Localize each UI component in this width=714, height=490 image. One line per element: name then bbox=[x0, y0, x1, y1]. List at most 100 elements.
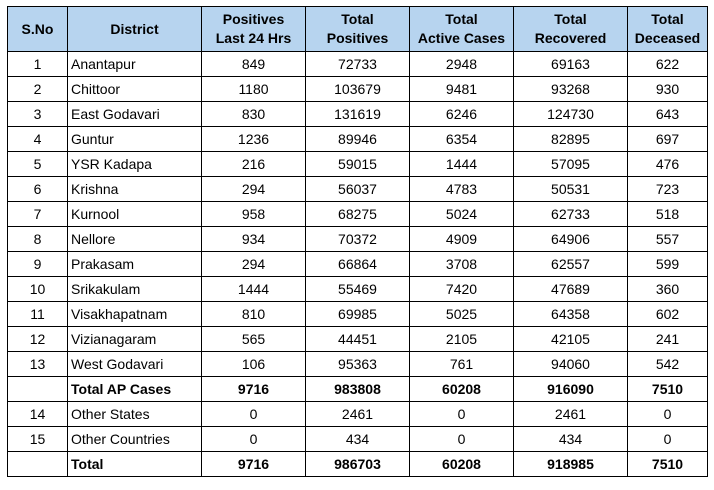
total-positives-cell: 89946 bbox=[305, 126, 410, 152]
active-cases-cell: 761 bbox=[409, 351, 514, 377]
total-positives-cell: 68275 bbox=[305, 201, 410, 227]
table-row: 3 East Godavari 830 131619 6246 124730 643 bbox=[7, 101, 708, 127]
positives-24h-cell: 294 bbox=[201, 251, 306, 277]
header-active-cases: Total Active Cases bbox=[409, 6, 514, 52]
table-row: 2 Chittoor 1180 103679 9481 93268 930 bbox=[7, 76, 708, 102]
table-row: 10 Srikakulam 1444 55469 7420 47689 360 bbox=[7, 276, 708, 302]
recovered-cell: 93268 bbox=[513, 76, 628, 102]
recovered-cell: 2461 bbox=[513, 401, 628, 427]
header-district: District bbox=[67, 6, 202, 52]
district-cell: West Godavari bbox=[67, 351, 202, 377]
district-cell: Total AP Cases bbox=[67, 376, 202, 402]
active-cases-cell: 6354 bbox=[409, 126, 514, 152]
district-cell: Guntur bbox=[67, 126, 202, 152]
sno-cell bbox=[7, 451, 68, 477]
district-cell: Anantapur bbox=[67, 51, 202, 77]
recovered-cell: 57095 bbox=[513, 151, 628, 177]
recovered-cell: 918985 bbox=[513, 451, 628, 477]
header-district-label: District bbox=[110, 20, 159, 37]
sno-cell: 3 bbox=[7, 101, 68, 127]
sno-cell: 10 bbox=[7, 276, 68, 302]
total-positives-cell: 56037 bbox=[305, 176, 410, 202]
sno-cell: 5 bbox=[7, 151, 68, 177]
deceased-cell: 518 bbox=[627, 201, 708, 227]
total-positives-cell: 70372 bbox=[305, 226, 410, 252]
active-cases-cell: 4909 bbox=[409, 226, 514, 252]
positives-24h-cell: 849 bbox=[201, 51, 306, 77]
district-cell: Chittoor bbox=[67, 76, 202, 102]
header-positives-24h-line2: Last 24 Hrs bbox=[215, 30, 292, 46]
positives-24h-cell: 565 bbox=[201, 326, 306, 352]
sno-cell: 14 bbox=[7, 401, 68, 427]
total-row: Total AP Cases 9716 983808 60208 916090 7510 bbox=[7, 376, 708, 402]
positives-24h-cell: 0 bbox=[201, 401, 306, 427]
deceased-cell: 360 bbox=[627, 276, 708, 302]
positives-24h-cell: 294 bbox=[201, 176, 306, 202]
district-cell: Krishna bbox=[67, 176, 202, 202]
positives-24h-cell: 1180 bbox=[201, 76, 306, 102]
deceased-cell: 622 bbox=[627, 51, 708, 77]
table-row: 13 West Godavari 106 95363 761 94060 542 bbox=[7, 351, 708, 377]
deceased-cell: 0 bbox=[627, 401, 708, 427]
positives-24h-cell: 216 bbox=[201, 151, 306, 177]
positives-24h-cell: 958 bbox=[201, 201, 306, 227]
sno-cell bbox=[7, 376, 68, 402]
positives-24h-cell: 1444 bbox=[201, 276, 306, 302]
district-cases-table-container: S.No District Positives Last 24 Hrs Total… bbox=[7, 6, 708, 477]
sno-cell: 12 bbox=[7, 326, 68, 352]
deceased-cell: 557 bbox=[627, 226, 708, 252]
recovered-cell: 64906 bbox=[513, 226, 628, 252]
deceased-cell: 723 bbox=[627, 176, 708, 202]
active-cases-cell: 60208 bbox=[409, 376, 514, 402]
header-active-cases-line1: Total bbox=[445, 11, 478, 27]
deceased-cell: 599 bbox=[627, 251, 708, 277]
active-cases-cell: 5024 bbox=[409, 201, 514, 227]
table-row: 5 YSR Kadapa 216 59015 1444 57095 476 bbox=[7, 151, 708, 177]
header-row: S.No District Positives Last 24 Hrs Total… bbox=[7, 6, 708, 52]
total-positives-cell: 131619 bbox=[305, 101, 410, 127]
district-cases-table: S.No District Positives Last 24 Hrs Total… bbox=[7, 6, 708, 477]
table-row: 9 Prakasam 294 66864 3708 62557 599 bbox=[7, 251, 708, 277]
total-positives-cell: 434 bbox=[305, 426, 410, 452]
active-cases-cell: 9481 bbox=[409, 76, 514, 102]
deceased-cell: 7510 bbox=[627, 451, 708, 477]
recovered-cell: 42105 bbox=[513, 326, 628, 352]
table-body: 1 Anantapur 849 72733 2948 69163 622 2 Chittoor 1… bbox=[7, 51, 708, 477]
total-positives-cell: 983808 bbox=[305, 376, 410, 402]
active-cases-cell: 6246 bbox=[409, 101, 514, 127]
deceased-cell: 643 bbox=[627, 101, 708, 127]
header-recovered: Total Recovered bbox=[513, 6, 628, 52]
table-row: 8 Nellore 934 70372 4909 64906 557 bbox=[7, 226, 708, 252]
sno-cell: 8 bbox=[7, 226, 68, 252]
deceased-cell: 542 bbox=[627, 351, 708, 377]
header-total-positives-line1: Total bbox=[341, 11, 374, 27]
positives-24h-cell: 0 bbox=[201, 426, 306, 452]
sno-cell: 15 bbox=[7, 426, 68, 452]
sno-cell: 4 bbox=[7, 126, 68, 152]
deceased-cell: 930 bbox=[627, 76, 708, 102]
table-row: 7 Kurnool 958 68275 5024 62733 518 bbox=[7, 201, 708, 227]
total-positives-cell: 59015 bbox=[305, 151, 410, 177]
recovered-cell: 124730 bbox=[513, 101, 628, 127]
recovered-cell: 434 bbox=[513, 426, 628, 452]
active-cases-cell: 3708 bbox=[409, 251, 514, 277]
sno-cell: 7 bbox=[7, 201, 68, 227]
active-cases-cell: 1444 bbox=[409, 151, 514, 177]
table-row: 4 Guntur 1236 89946 6354 82895 697 bbox=[7, 126, 708, 152]
active-cases-cell: 5025 bbox=[409, 301, 514, 327]
header-recovered-line2: Recovered bbox=[534, 30, 607, 46]
total-positives-cell: 55469 bbox=[305, 276, 410, 302]
deceased-cell: 7510 bbox=[627, 376, 708, 402]
header-recovered-line1: Total bbox=[554, 11, 587, 27]
active-cases-cell: 60208 bbox=[409, 451, 514, 477]
positives-24h-cell: 810 bbox=[201, 301, 306, 327]
recovered-cell: 64358 bbox=[513, 301, 628, 327]
sno-cell: 2 bbox=[7, 76, 68, 102]
total-positives-cell: 986703 bbox=[305, 451, 410, 477]
district-cell: Vizianagaram bbox=[67, 326, 202, 352]
sno-cell: 13 bbox=[7, 351, 68, 377]
header-deceased-line1: Total bbox=[651, 11, 684, 27]
sno-cell: 9 bbox=[7, 251, 68, 277]
deceased-cell: 0 bbox=[627, 426, 708, 452]
district-cell: Nellore bbox=[67, 226, 202, 252]
